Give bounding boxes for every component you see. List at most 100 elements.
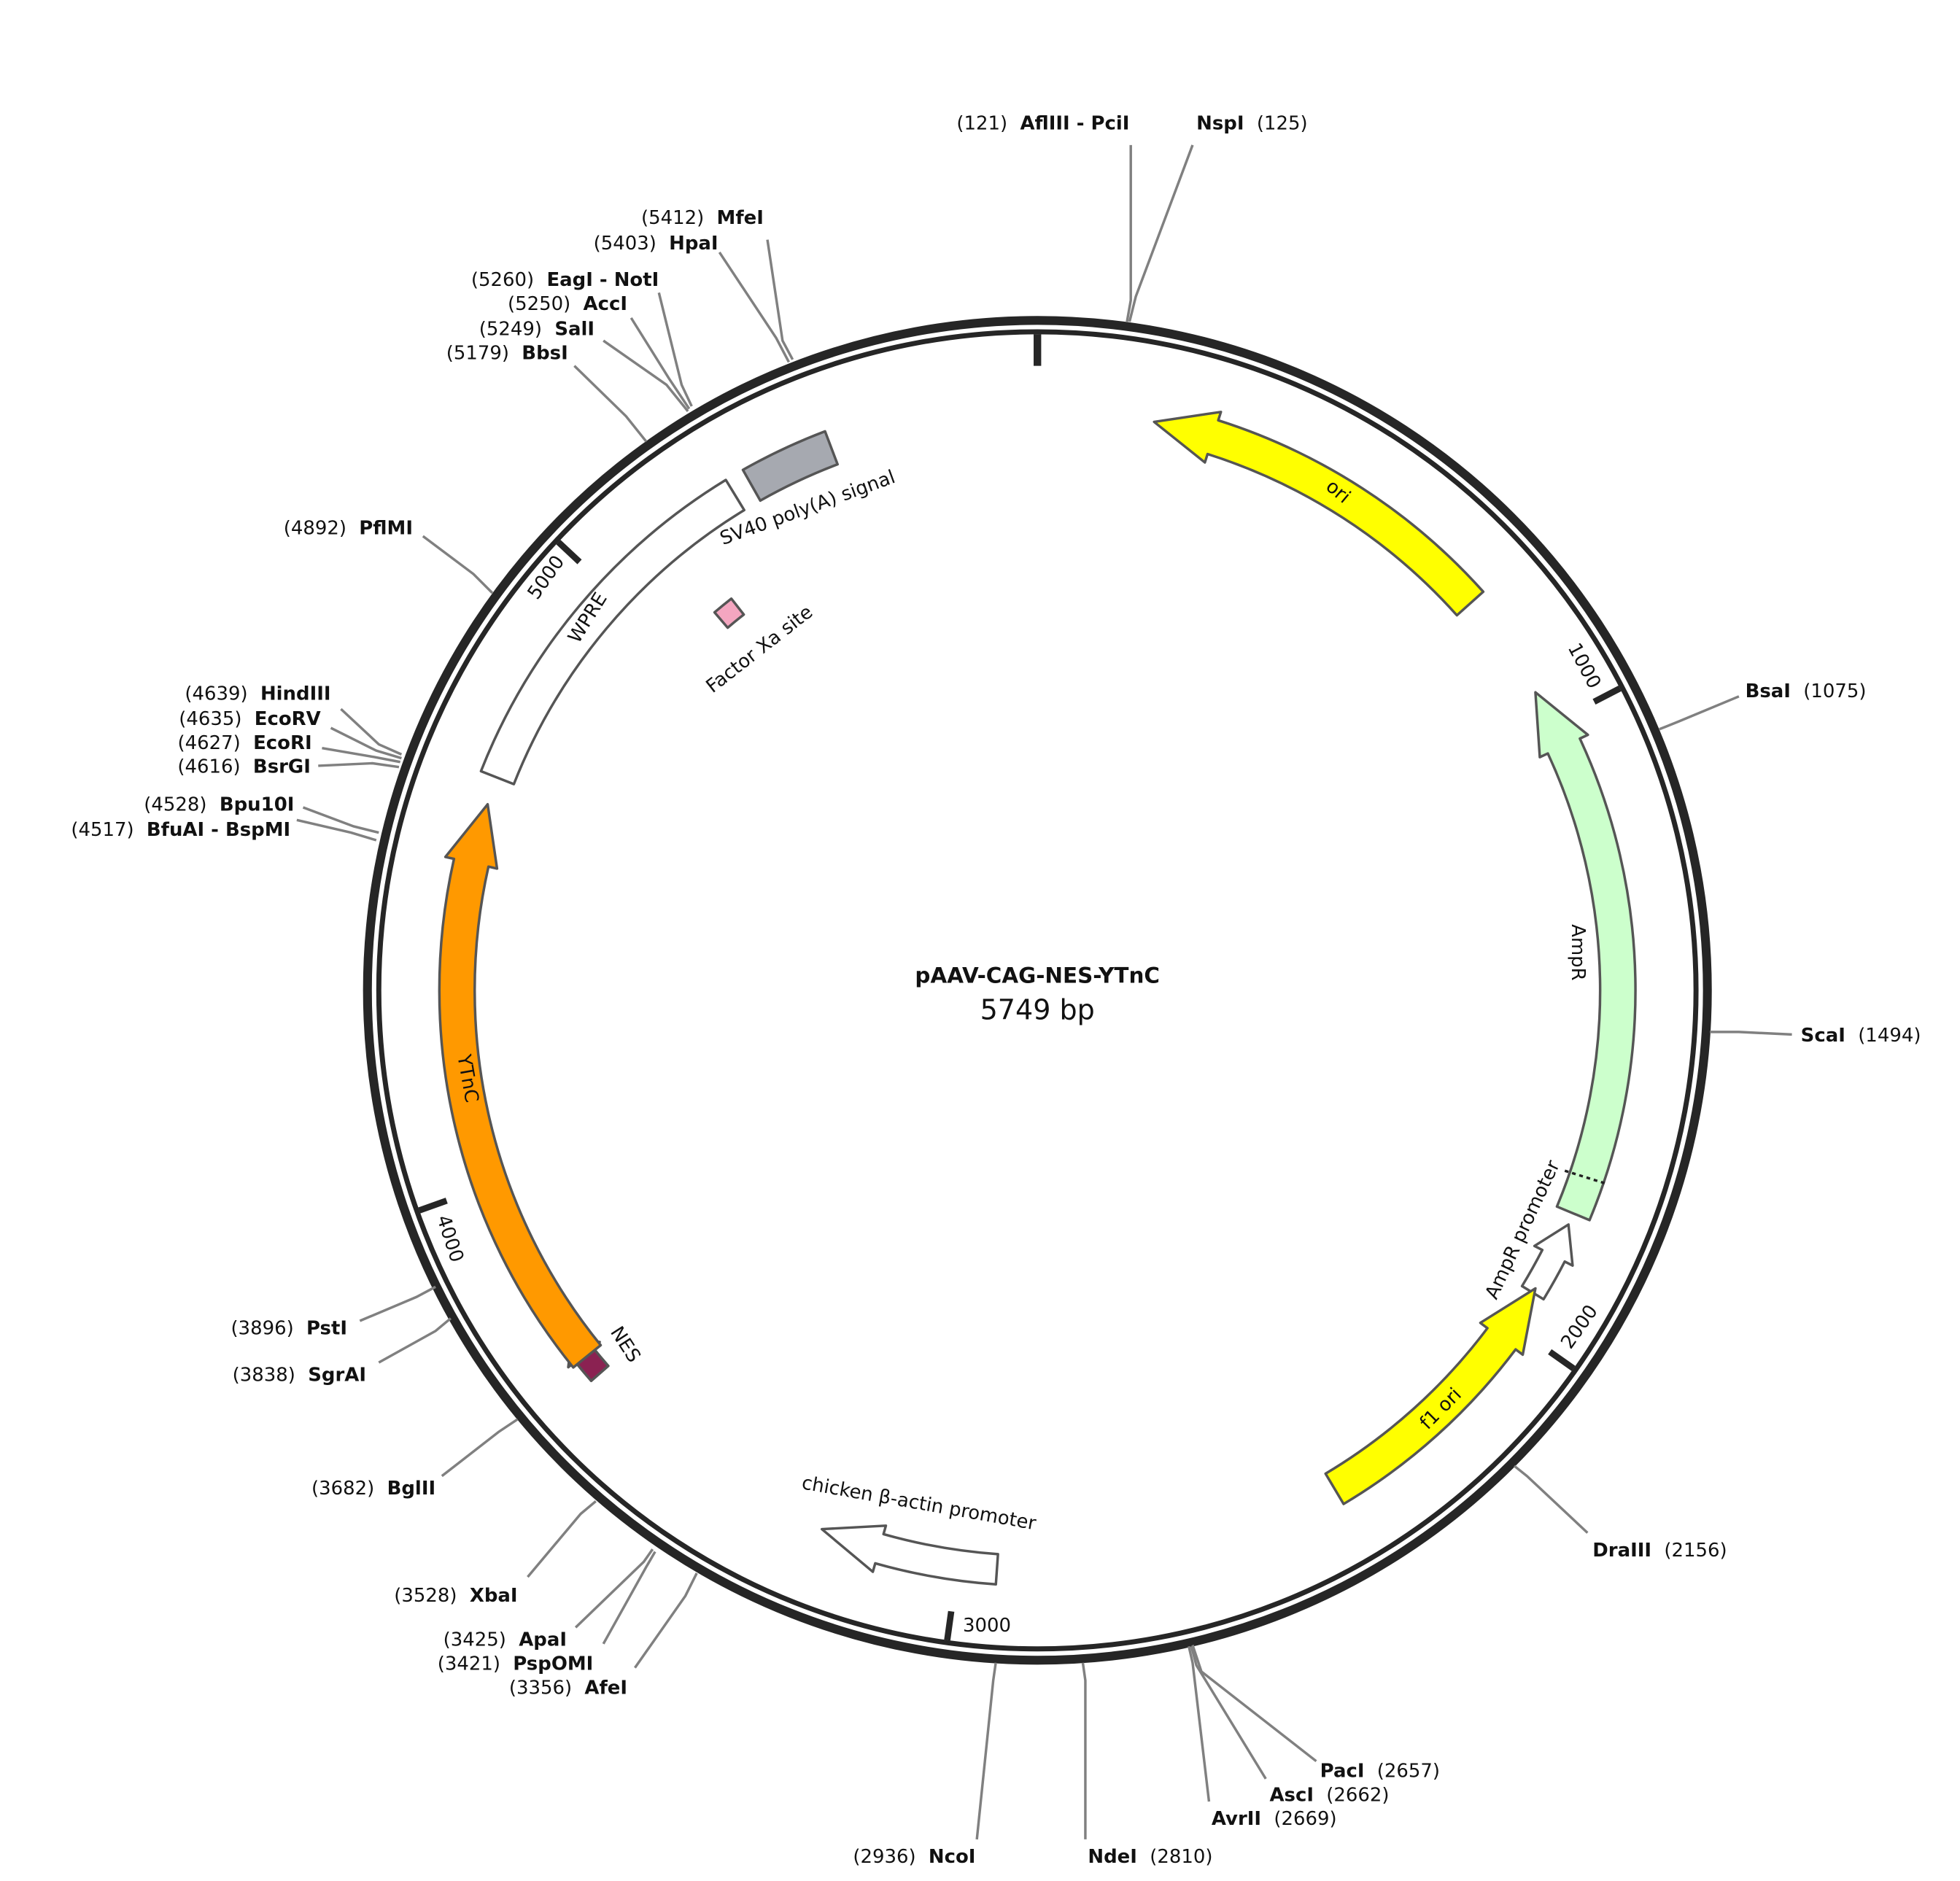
site-line — [302, 806, 379, 834]
site-label: PacI (2657) — [1320, 1760, 1440, 1782]
site-label: (3528) XbaI — [394, 1585, 517, 1607]
ruler-tick — [418, 1198, 448, 1214]
site-name: BsrGI — [253, 756, 311, 777]
ruler-tick — [556, 540, 582, 565]
site-name: HindIII — [260, 683, 331, 705]
feature — [479, 478, 745, 786]
ruler-label: 2000 — [1557, 1301, 1602, 1353]
site-name: AscI — [1269, 1784, 1314, 1806]
site-label: (3838) SgrAI — [233, 1364, 366, 1386]
site-position: (4639) — [185, 683, 247, 705]
site-name: XbaI — [470, 1585, 518, 1607]
site-line — [634, 1572, 698, 1669]
site-name: PspOMI — [513, 1653, 593, 1675]
feature — [1520, 1223, 1574, 1301]
site-line — [318, 761, 400, 769]
site-line — [602, 1551, 656, 1645]
site-position: (2156) — [1664, 1539, 1727, 1561]
site-label: (4635) EcoRV — [179, 707, 321, 729]
site-line — [422, 535, 494, 594]
site-name: EcoRV — [255, 707, 321, 729]
site-label: (121) AflIII - PciI — [956, 112, 1129, 134]
site-label: (3896) PstI — [231, 1317, 347, 1339]
site-label: (5403) HpaI — [594, 232, 718, 254]
site-position: (3425) — [443, 1629, 506, 1651]
site-label: NspI (125) — [1196, 112, 1307, 134]
feature — [438, 802, 603, 1369]
site-name: PacI — [1320, 1760, 1365, 1782]
site-position: (2810) — [1150, 1846, 1212, 1868]
site-line — [527, 1500, 597, 1578]
site-name: NspI — [1196, 112, 1244, 134]
site-position: (5403) — [594, 232, 656, 254]
site-name: BsaI — [1746, 680, 1791, 702]
site-name: ScaI — [1801, 1025, 1845, 1047]
site-line — [330, 726, 402, 760]
site-line — [359, 1285, 436, 1322]
site-position: (1075) — [1803, 680, 1866, 702]
site-line — [1659, 695, 1740, 731]
site-name: EcoRI — [253, 732, 312, 753]
site-name: HpaI — [669, 232, 718, 254]
site-position: (3896) — [231, 1317, 293, 1339]
feature-label: NES — [605, 1323, 645, 1367]
plasmid-length: 5749 bp — [980, 994, 1095, 1026]
site-position: (2657) — [1377, 1760, 1440, 1782]
feature-label: chicken β-actin promoter — [800, 1472, 1038, 1535]
site-name: EagI - NotI — [546, 268, 659, 290]
site-position: (4635) — [179, 707, 241, 729]
site-name: AccI — [584, 292, 627, 314]
site-name: AflIII - PciI — [1020, 112, 1129, 134]
site-position: (2662) — [1326, 1784, 1389, 1806]
site-label: (4616) BsrGI — [177, 756, 311, 777]
site-position: (121) — [956, 112, 1007, 134]
site-line — [603, 339, 689, 412]
site-label: (5260) EagI - NotI — [471, 268, 659, 290]
backbone-inner — [376, 329, 1699, 1652]
feature — [741, 430, 839, 503]
backbone-outer — [363, 316, 1712, 1665]
site-name: SalI — [554, 318, 594, 340]
feature — [1324, 1287, 1537, 1505]
site-label: (5179) BbsI — [446, 342, 568, 364]
site-label: AscI (2662) — [1269, 1784, 1389, 1806]
site-position: (4627) — [178, 732, 241, 753]
site-line — [657, 292, 693, 407]
ruler-tick — [944, 1610, 955, 1641]
site-position: (3838) — [233, 1364, 295, 1386]
site-position: (4517) — [71, 819, 133, 841]
site-label: DraIII (2156) — [1592, 1539, 1727, 1561]
site-line — [1081, 1662, 1087, 1839]
site-name: BbsI — [522, 342, 568, 364]
site-label: (4517) BfuAI - BspMI — [71, 819, 290, 841]
site-line — [718, 251, 790, 363]
site-line — [975, 1662, 997, 1840]
site-position: (5260) — [471, 268, 534, 290]
site-line — [1191, 1644, 1317, 1763]
site-line — [1188, 1645, 1211, 1802]
site-position: (2669) — [1274, 1808, 1336, 1830]
site-position: (3356) — [509, 1677, 572, 1699]
site-line — [574, 1548, 654, 1629]
site-name: Bpu10I — [220, 794, 295, 815]
feature-label: AmpR — [1567, 924, 1589, 981]
site-position: (3421) — [438, 1653, 500, 1675]
site-name: BfuAI - BspMI — [147, 819, 290, 841]
ruler-tick — [1592, 686, 1622, 705]
site-line — [1513, 1465, 1589, 1534]
site-line — [630, 317, 691, 410]
site-label: (5250) AccI — [508, 292, 627, 314]
site-name: NdeI — [1088, 1846, 1137, 1868]
site-name: NcoI — [929, 1846, 976, 1868]
site-line — [1190, 1645, 1267, 1780]
site-position: (5250) — [508, 292, 570, 314]
site-name: BglII — [387, 1478, 436, 1500]
site-position: (5179) — [446, 342, 509, 364]
plasmid-name: pAAV-CAG-NES-YTnC — [915, 963, 1160, 988]
site-label: (3356) AfeI — [509, 1677, 627, 1699]
site-label: (3421) PspOMI — [438, 1653, 594, 1675]
site-position: (4528) — [144, 794, 206, 815]
site-position: (1494) — [1858, 1025, 1921, 1047]
